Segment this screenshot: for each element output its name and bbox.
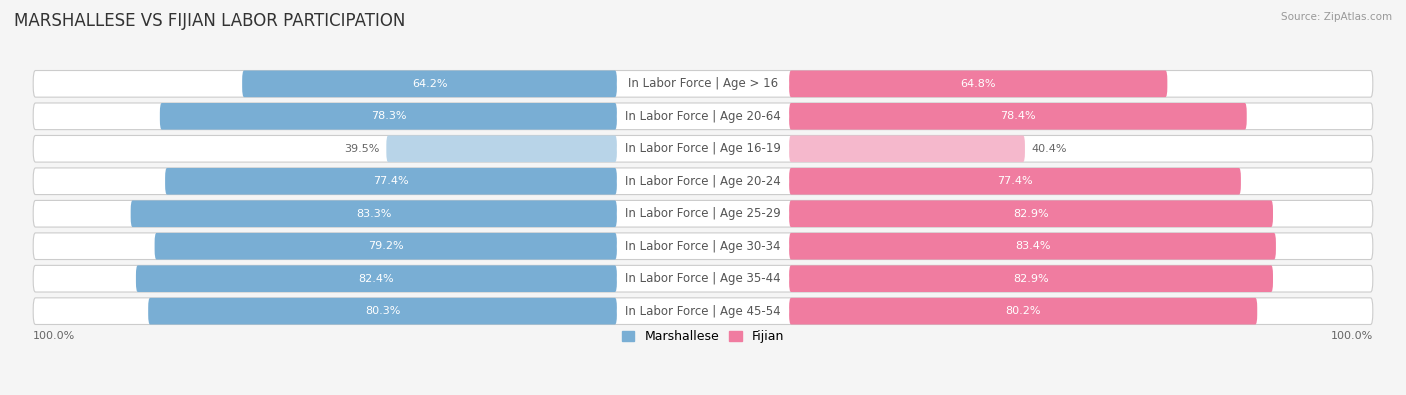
FancyBboxPatch shape bbox=[617, 105, 789, 128]
Text: 64.8%: 64.8% bbox=[960, 79, 995, 89]
Text: 82.9%: 82.9% bbox=[1014, 209, 1049, 219]
FancyBboxPatch shape bbox=[789, 168, 1241, 195]
Text: In Labor Force | Age 25-29: In Labor Force | Age 25-29 bbox=[626, 207, 780, 220]
Text: 78.3%: 78.3% bbox=[371, 111, 406, 121]
FancyBboxPatch shape bbox=[242, 71, 617, 97]
Text: 64.2%: 64.2% bbox=[412, 79, 447, 89]
FancyBboxPatch shape bbox=[34, 265, 1372, 292]
FancyBboxPatch shape bbox=[789, 298, 1257, 324]
Text: 80.2%: 80.2% bbox=[1005, 306, 1040, 316]
Text: 77.4%: 77.4% bbox=[997, 176, 1033, 186]
FancyBboxPatch shape bbox=[34, 135, 1372, 162]
FancyBboxPatch shape bbox=[617, 267, 789, 290]
FancyBboxPatch shape bbox=[789, 265, 1272, 292]
FancyBboxPatch shape bbox=[789, 103, 1247, 130]
FancyBboxPatch shape bbox=[617, 202, 789, 225]
Text: 77.4%: 77.4% bbox=[373, 176, 409, 186]
FancyBboxPatch shape bbox=[34, 168, 1372, 195]
FancyBboxPatch shape bbox=[789, 200, 1272, 227]
FancyBboxPatch shape bbox=[165, 168, 617, 195]
Text: In Labor Force | Age 20-64: In Labor Force | Age 20-64 bbox=[626, 110, 780, 123]
Text: 40.4%: 40.4% bbox=[1032, 144, 1067, 154]
Text: 82.9%: 82.9% bbox=[1014, 274, 1049, 284]
FancyBboxPatch shape bbox=[34, 298, 1372, 324]
FancyBboxPatch shape bbox=[155, 233, 617, 260]
FancyBboxPatch shape bbox=[789, 71, 1167, 97]
Text: 83.4%: 83.4% bbox=[1015, 241, 1050, 251]
Text: In Labor Force | Age 20-24: In Labor Force | Age 20-24 bbox=[626, 175, 780, 188]
Text: In Labor Force | Age 16-19: In Labor Force | Age 16-19 bbox=[626, 142, 780, 155]
FancyBboxPatch shape bbox=[34, 103, 1372, 130]
FancyBboxPatch shape bbox=[34, 71, 1372, 97]
Text: 83.3%: 83.3% bbox=[356, 209, 391, 219]
FancyBboxPatch shape bbox=[617, 300, 789, 322]
FancyBboxPatch shape bbox=[34, 233, 1372, 260]
FancyBboxPatch shape bbox=[789, 135, 1025, 162]
Text: 80.3%: 80.3% bbox=[364, 306, 401, 316]
Text: In Labor Force | Age 30-34: In Labor Force | Age 30-34 bbox=[626, 240, 780, 253]
FancyBboxPatch shape bbox=[789, 233, 1275, 260]
Text: In Labor Force | Age 45-54: In Labor Force | Age 45-54 bbox=[626, 305, 780, 318]
Text: 82.4%: 82.4% bbox=[359, 274, 394, 284]
Text: In Labor Force | Age 35-44: In Labor Force | Age 35-44 bbox=[626, 272, 780, 285]
Text: 100.0%: 100.0% bbox=[34, 331, 76, 340]
FancyBboxPatch shape bbox=[617, 235, 789, 258]
Text: 78.4%: 78.4% bbox=[1000, 111, 1036, 121]
Text: 100.0%: 100.0% bbox=[1330, 331, 1372, 340]
FancyBboxPatch shape bbox=[617, 137, 789, 160]
Text: In Labor Force | Age > 16: In Labor Force | Age > 16 bbox=[628, 77, 778, 90]
FancyBboxPatch shape bbox=[131, 200, 617, 227]
Legend: Marshallese, Fijian: Marshallese, Fijian bbox=[621, 330, 785, 343]
FancyBboxPatch shape bbox=[387, 135, 617, 162]
FancyBboxPatch shape bbox=[160, 103, 617, 130]
Text: Source: ZipAtlas.com: Source: ZipAtlas.com bbox=[1281, 12, 1392, 22]
FancyBboxPatch shape bbox=[136, 265, 617, 292]
Text: 79.2%: 79.2% bbox=[368, 241, 404, 251]
FancyBboxPatch shape bbox=[34, 200, 1372, 227]
FancyBboxPatch shape bbox=[617, 73, 789, 95]
Text: 39.5%: 39.5% bbox=[344, 144, 380, 154]
FancyBboxPatch shape bbox=[617, 170, 789, 193]
FancyBboxPatch shape bbox=[148, 298, 617, 324]
Text: MARSHALLESE VS FIJIAN LABOR PARTICIPATION: MARSHALLESE VS FIJIAN LABOR PARTICIPATIO… bbox=[14, 12, 405, 30]
